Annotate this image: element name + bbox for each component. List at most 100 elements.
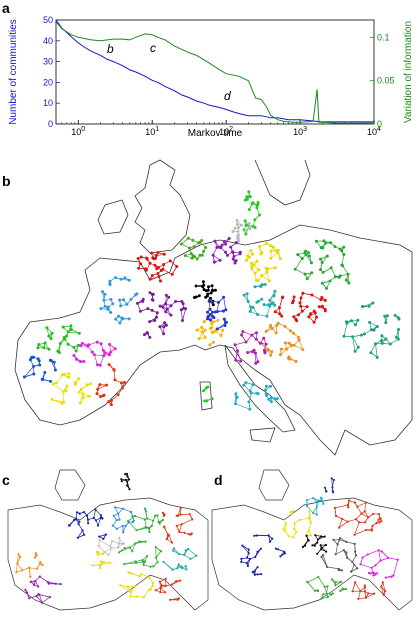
network-node xyxy=(378,521,381,524)
network-node xyxy=(162,325,166,329)
network-node xyxy=(148,335,152,339)
network-node xyxy=(189,557,192,561)
network-node xyxy=(243,228,247,232)
network-node xyxy=(273,397,277,401)
network-node xyxy=(269,256,273,260)
network-node xyxy=(58,342,62,345)
network-edge xyxy=(28,567,31,577)
network-node xyxy=(109,311,113,314)
network-node xyxy=(236,349,240,353)
network-node xyxy=(96,553,99,556)
network-node xyxy=(241,330,245,334)
network-node xyxy=(67,375,70,379)
network-node xyxy=(292,331,295,335)
network-node xyxy=(234,358,238,362)
network-node xyxy=(388,342,392,346)
network-node xyxy=(127,571,130,574)
network-edge xyxy=(176,525,180,533)
network-edge xyxy=(294,258,303,270)
network-node xyxy=(299,304,303,308)
network-node xyxy=(325,550,328,553)
network-edge xyxy=(295,268,306,275)
network-node xyxy=(382,593,385,597)
network-node xyxy=(146,517,149,520)
network-edge xyxy=(252,566,258,573)
network-node xyxy=(157,275,161,278)
network-node xyxy=(244,381,248,384)
network-node xyxy=(109,561,112,564)
network-node xyxy=(136,257,140,260)
network-node xyxy=(204,246,208,249)
network-node xyxy=(131,550,134,553)
network-node xyxy=(354,550,357,553)
network-edge xyxy=(16,563,23,571)
network-node xyxy=(369,351,373,355)
network-node xyxy=(19,555,22,559)
y-left-tick-label: 50 xyxy=(43,15,53,25)
network-node xyxy=(183,254,187,258)
network-node xyxy=(168,259,172,263)
network-edge xyxy=(341,254,345,265)
network-node xyxy=(209,291,213,295)
network-node xyxy=(206,317,209,321)
network-node xyxy=(213,288,217,292)
network-node xyxy=(244,232,248,236)
network-node xyxy=(256,360,260,364)
network-node xyxy=(187,547,190,551)
network-node xyxy=(25,591,29,594)
network-node xyxy=(148,261,152,265)
network-edge xyxy=(111,547,119,549)
network-node xyxy=(111,539,114,543)
network-node xyxy=(94,508,97,511)
network-node xyxy=(253,573,256,576)
network-node xyxy=(179,507,182,510)
network-node xyxy=(69,324,73,328)
network-node xyxy=(112,514,115,517)
network-node xyxy=(384,590,387,593)
network-node xyxy=(247,548,250,551)
network-node xyxy=(334,581,337,584)
network-node xyxy=(251,571,254,574)
network-node xyxy=(308,509,311,513)
network-node xyxy=(376,572,379,575)
network-node xyxy=(214,329,218,333)
network-node xyxy=(224,250,228,254)
network-edge xyxy=(136,527,149,531)
network-node xyxy=(371,524,374,527)
network-edge xyxy=(335,549,344,555)
network-edge xyxy=(131,543,136,552)
series-line-right xyxy=(55,21,374,124)
network-node xyxy=(133,514,137,518)
network-edge xyxy=(217,302,219,312)
network-edge xyxy=(343,550,348,558)
network-node xyxy=(17,553,20,556)
network-edge xyxy=(177,508,181,517)
network-node xyxy=(251,201,255,205)
network-node xyxy=(280,314,284,318)
network-edge xyxy=(343,323,348,337)
network-node xyxy=(310,271,314,275)
network-edge xyxy=(79,393,84,404)
network-node xyxy=(235,218,239,222)
network-node xyxy=(361,304,364,308)
network-edge xyxy=(356,506,362,514)
network-node xyxy=(61,390,65,393)
network-node xyxy=(303,272,307,276)
network-node xyxy=(105,383,108,387)
network-edge xyxy=(80,383,91,390)
network-edge xyxy=(322,267,332,273)
network-node xyxy=(198,240,202,244)
landmass-sicily xyxy=(249,427,276,443)
network-node xyxy=(233,226,237,230)
network-node xyxy=(184,565,187,568)
network-edge xyxy=(143,589,150,598)
network-node xyxy=(152,519,155,522)
network-node xyxy=(289,329,292,333)
network-edge xyxy=(123,508,132,513)
network-node xyxy=(381,581,384,584)
network-node xyxy=(37,585,40,588)
network-edge xyxy=(242,545,249,550)
network-node xyxy=(150,251,154,255)
network-node xyxy=(271,245,275,249)
network-node xyxy=(367,592,370,595)
